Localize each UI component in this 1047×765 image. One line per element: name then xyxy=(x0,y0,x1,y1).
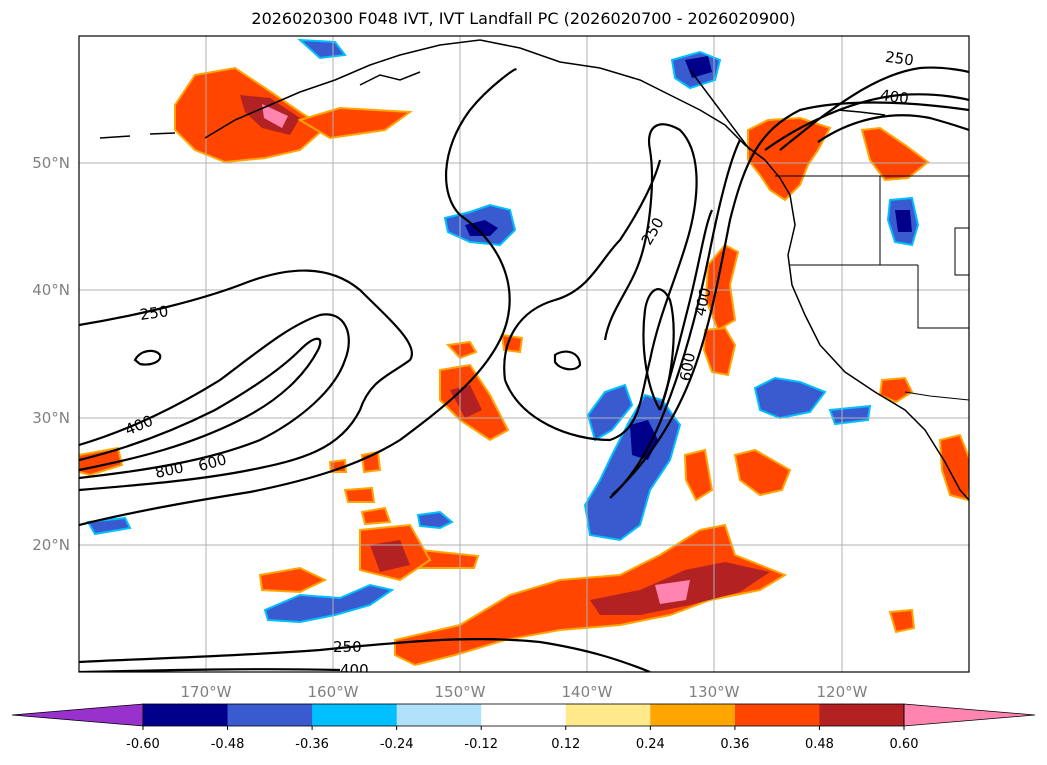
pc-positive-region xyxy=(733,448,792,497)
pc-positive-region xyxy=(262,104,288,128)
lon-tick-labels: 170°W 160°W 150°W 140°W 130°W 120°W xyxy=(181,683,868,701)
ivt-contours xyxy=(79,66,969,672)
colorbar-tick-label: 0.60 xyxy=(890,737,919,752)
country-borders xyxy=(775,175,969,401)
pc-positive-region xyxy=(394,523,788,667)
pc-positive-region xyxy=(878,376,914,404)
lon-tick-label: 170°W xyxy=(181,683,232,701)
colorbar: -0.60 -0.48 -0.36 -0.24 -0.12 0.12 0.24 0.36 0.4… xyxy=(11,703,1036,752)
colorbar-segment xyxy=(481,704,567,726)
contour-label: 600 xyxy=(196,450,228,475)
colorbar-extend-max xyxy=(903,703,1036,727)
colorbar-tick-label: 0.36 xyxy=(720,737,749,752)
pc-negative-region xyxy=(895,210,912,232)
pc-positive-region xyxy=(500,333,524,354)
colorbar-segment xyxy=(819,704,905,726)
colorbar-tick-label: -0.48 xyxy=(211,737,245,752)
pc-positive-region xyxy=(370,540,410,572)
pc-positive-region xyxy=(343,486,376,503)
map-gridlines xyxy=(79,36,969,672)
pc-positive-region xyxy=(445,340,478,360)
colorbar-segment xyxy=(312,704,398,726)
lat-tick-label: 50°N xyxy=(32,154,70,172)
contour-label: 250 xyxy=(333,638,362,656)
pc-positive-region xyxy=(328,458,348,473)
colorbar-segment xyxy=(143,704,229,726)
pc-negative-region xyxy=(416,510,454,530)
chart-title: 2026020300 F048 IVT, IVT Landfall PC (20… xyxy=(251,9,796,28)
positive-pc-regions xyxy=(79,66,969,667)
colorbar-extend-min xyxy=(11,703,144,727)
lon-tick-label: 140°W xyxy=(562,683,613,701)
pc-positive-region xyxy=(655,580,690,604)
colorbar-tick-label: 0.48 xyxy=(805,737,834,752)
contour-label: 250 xyxy=(884,48,915,70)
pc-negative-region xyxy=(263,583,395,624)
pc-positive-region xyxy=(860,126,930,182)
lat-tick-label: 30°N xyxy=(32,409,70,427)
colorbar-tick-label: 0.24 xyxy=(636,737,665,752)
lat-tick-label: 40°N xyxy=(32,281,70,299)
contour-label: 250 xyxy=(139,302,170,324)
colorbar-segment xyxy=(650,704,736,726)
contour-label: 400 xyxy=(691,286,715,318)
map-frame xyxy=(78,35,970,673)
contour-labels: 250 400 250 400 600 400 800 600 250 250 … xyxy=(122,48,915,679)
colorbar-segment xyxy=(227,704,313,726)
lon-tick-label: 160°W xyxy=(308,683,359,701)
contour-label: 250 xyxy=(638,214,668,248)
colorbar-tick-label: -0.36 xyxy=(295,737,329,752)
colorbar-ticks: -0.60 -0.48 -0.36 -0.24 -0.12 0.12 0.24 0.36 0.4… xyxy=(126,726,918,752)
pc-positive-region xyxy=(683,448,714,502)
colorbar-tick-label: 0.12 xyxy=(551,737,580,752)
pc-negative-region xyxy=(86,516,132,536)
colorbar-segments xyxy=(11,703,1036,727)
contour-label: 400 xyxy=(879,86,910,108)
colorbar-segment xyxy=(565,704,651,726)
contour-label: 400 xyxy=(122,412,155,439)
pc-negative-region xyxy=(753,376,827,420)
pc-positive-region xyxy=(258,566,328,594)
lon-tick-label: 150°W xyxy=(435,683,486,701)
pc-negative-region xyxy=(297,38,347,60)
pc-positive-region xyxy=(888,608,916,634)
pc-positive-region xyxy=(938,433,969,502)
colorbar-segment xyxy=(734,704,820,726)
pc-negative-region xyxy=(828,404,872,426)
colorbar-tick-label: -0.12 xyxy=(464,737,498,752)
colorbar-outline xyxy=(142,703,905,727)
pc-positive-region xyxy=(747,116,832,202)
lon-tick-label: 130°W xyxy=(689,683,740,701)
lat-tick-label: 20°N xyxy=(32,536,70,554)
contour-label: 800 xyxy=(153,458,185,482)
pc-positive-region xyxy=(360,506,392,526)
colorbar-tick-label: -0.24 xyxy=(380,737,414,752)
colorbar-tick-label: -0.60 xyxy=(126,737,160,752)
lat-tick-labels: 50°N 40°N 30°N 20°N xyxy=(32,154,70,554)
coastlines xyxy=(99,39,969,501)
lon-tick-label: 120°W xyxy=(817,683,868,701)
contour-label: 600 xyxy=(676,351,699,382)
contour-label: 400 xyxy=(340,661,369,679)
pc-positive-region xyxy=(702,326,737,377)
colorbar-segment xyxy=(396,704,482,726)
